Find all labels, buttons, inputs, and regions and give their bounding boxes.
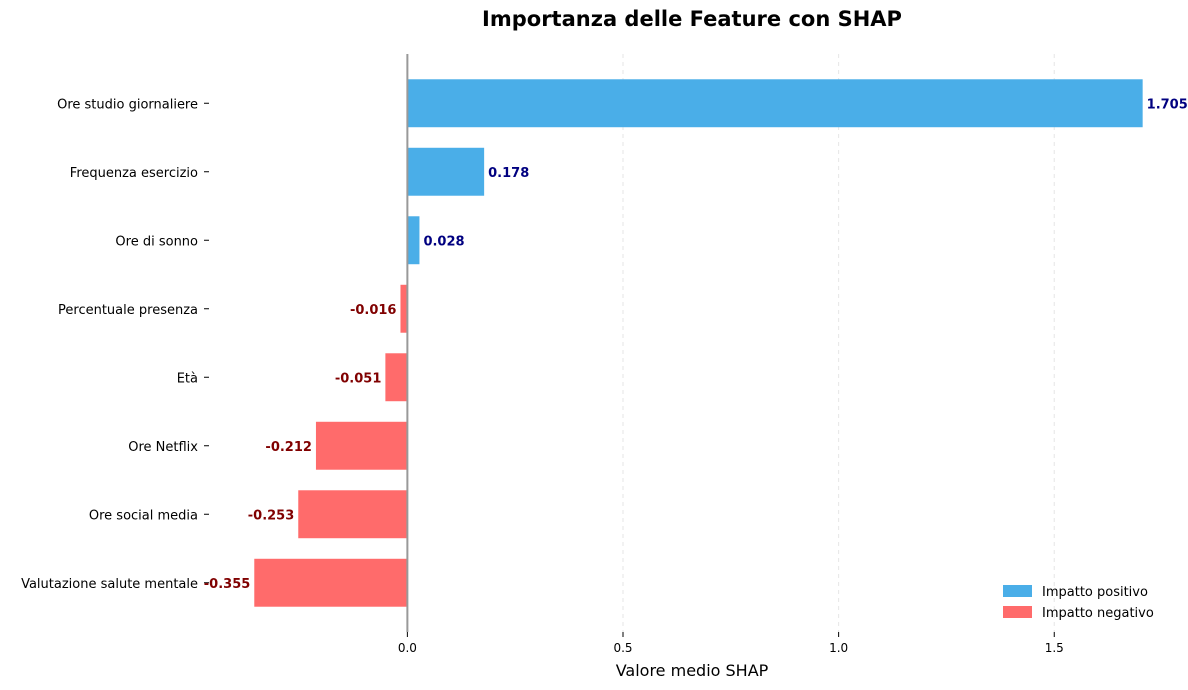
x-tick-label: 1.0 (829, 641, 848, 655)
x-tick-label: 0.0 (398, 641, 417, 655)
bar (315, 421, 408, 470)
bar-value-label: 1.705 (1147, 97, 1188, 112)
bar (407, 216, 420, 265)
legend-swatch-positive (1003, 585, 1032, 597)
y-tick-label: Età (177, 371, 198, 386)
y-tick-label: Valutazione salute mentale (21, 577, 198, 592)
bar-value-label: -0.016 (350, 303, 397, 318)
x-tick-label: 1.5 (1045, 641, 1064, 655)
bar-value-label: 0.178 (488, 166, 529, 181)
legend-swatch-negative (1003, 606, 1032, 618)
bar-value-label: -0.212 (265, 440, 312, 455)
y-tick-label: Ore di sonno (115, 234, 198, 249)
bar-value-label: -0.355 (204, 577, 251, 592)
value-labels: 1.705 0.178 0.028 -0.016 -0.051 -0.212 -0.253 -… (204, 97, 1188, 592)
x-axis-label: Valore medio SHAP (616, 661, 769, 680)
y-tick-label: Ore social media (89, 508, 198, 523)
x-tick-label: 0.5 (613, 641, 632, 655)
y-axis: Ore studio giornaliere Frequenza esercizi… (21, 97, 209, 592)
x-grid (622, 54, 1055, 632)
bar-value-label: -0.051 (335, 371, 382, 386)
bar (385, 353, 408, 402)
legend: Impatto positivo Impatto negativo (1003, 585, 1154, 621)
bar (298, 490, 408, 539)
bar (254, 558, 408, 607)
chart-title: Importanza delle Feature con SHAP (482, 7, 902, 31)
bar-value-label: 0.028 (423, 234, 464, 249)
y-tick-label: Ore Netflix (128, 440, 198, 455)
bars (254, 79, 1143, 607)
bar-value-label: -0.253 (248, 508, 295, 523)
legend-label-negative: Impatto negativo (1042, 606, 1154, 621)
bar (407, 79, 1143, 128)
x-axis: 0.0 0.5 1.0 1.5 (398, 632, 1064, 655)
y-tick-label: Frequenza esercizio (70, 166, 198, 181)
bar (407, 147, 485, 196)
legend-label-positive: Impatto positivo (1042, 585, 1148, 600)
y-tick-label: Percentuale presenza (58, 303, 198, 318)
bar (400, 284, 408, 333)
y-tick-label: Ore studio giornaliere (57, 97, 198, 112)
